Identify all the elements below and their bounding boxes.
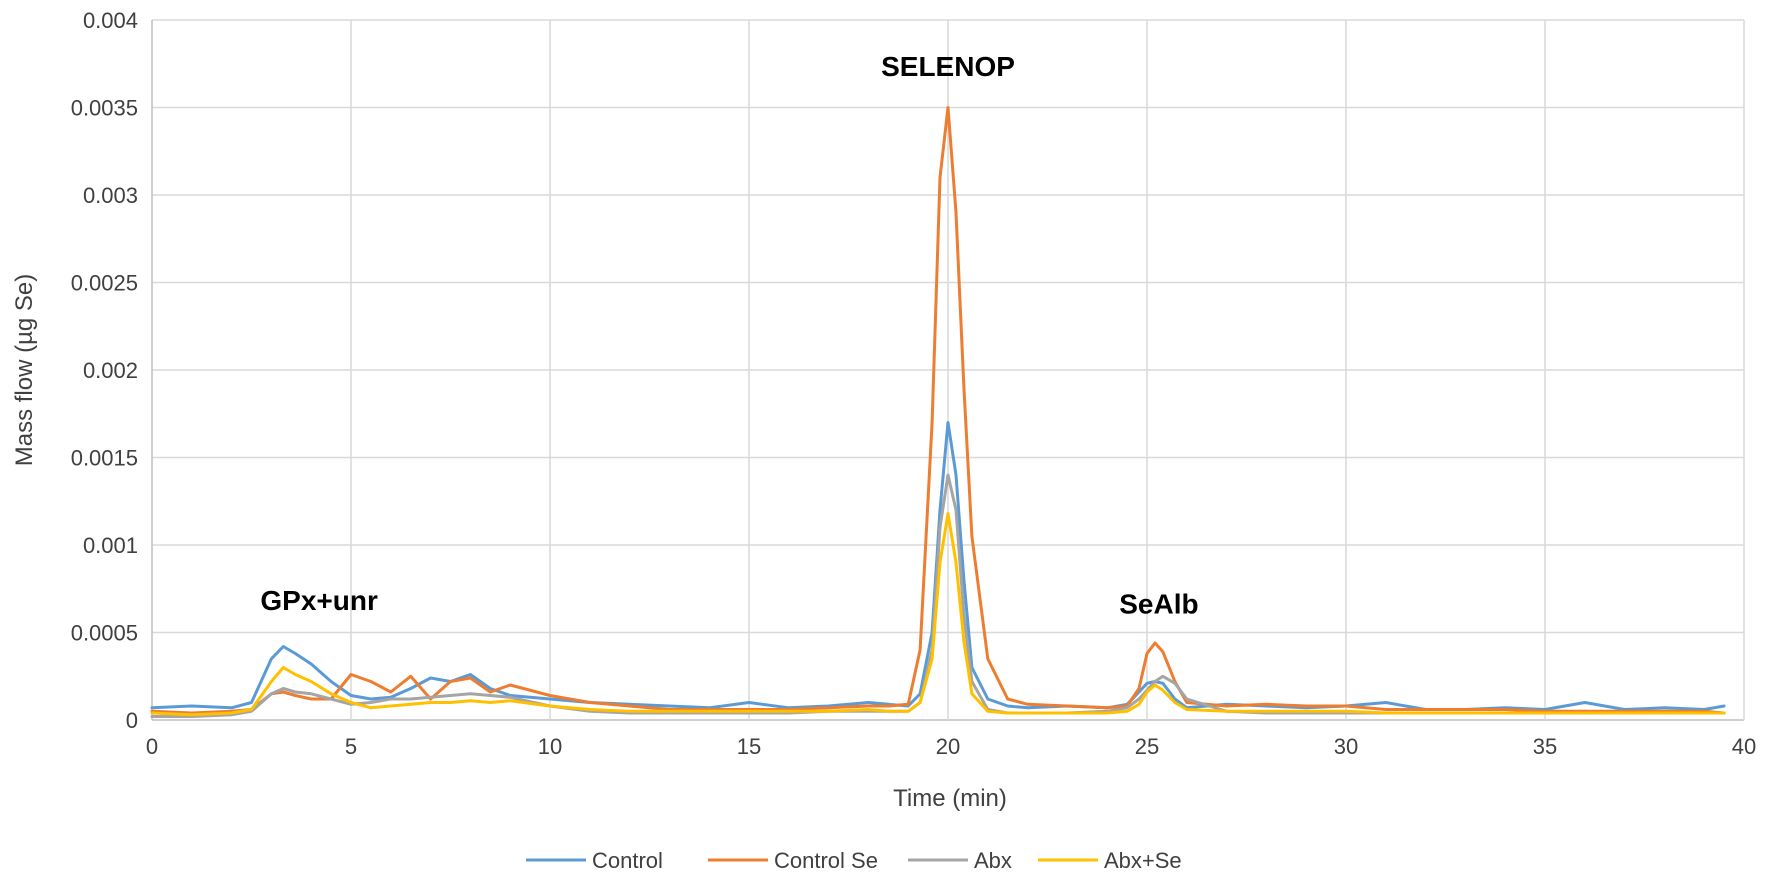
y-axis-title: Mass flow (µg Se) — [11, 274, 38, 467]
legend-label: Abx+Se — [1104, 848, 1182, 873]
peak-annotation: SELENOP — [881, 51, 1015, 82]
y-tick-label: 0 — [126, 708, 138, 733]
x-tick-label: 30 — [1334, 734, 1358, 759]
peak-annotation: SeAlb — [1119, 588, 1198, 619]
x-tick-label: 5 — [345, 734, 357, 759]
series-line-abx-se — [150, 512, 1726, 717]
y-tick-label: 0.0015 — [71, 446, 138, 471]
x-tick-label: 10 — [538, 734, 562, 759]
grid-layer — [151, 19, 1745, 721]
y-tick-label: 0.0035 — [71, 96, 138, 121]
x-tick-label: 20 — [936, 734, 960, 759]
x-tick-label: 25 — [1135, 734, 1159, 759]
legend-label: Abx — [974, 848, 1012, 873]
x-axis-title: Time (min) — [893, 785, 1007, 812]
y-tick-label: 0.0025 — [71, 271, 138, 296]
series-line-control-se — [150, 106, 1726, 715]
y-tick-label: 0.002 — [83, 358, 138, 383]
series-layer — [150, 106, 1726, 718]
y-tick-label: 0.004 — [83, 8, 138, 33]
x-tick-label: 35 — [1533, 734, 1557, 759]
y-tick-label: 0.003 — [83, 183, 138, 208]
y-tick-label: 0.0005 — [71, 621, 138, 646]
legend-label: Control — [592, 848, 663, 873]
x-tick-label: 40 — [1732, 734, 1756, 759]
legend: Control Control Se Abx Abx+Se — [526, 848, 1182, 873]
tick-labels: 0 0.0005 0.001 0.0015 0.002 0.0025 0.003 0.0035… — [71, 8, 1757, 759]
x-tick-label: 0 — [146, 734, 158, 759]
annotations: GPx+unr SELENOP SeAlb — [260, 51, 1198, 619]
series-line-abx — [150, 473, 1726, 718]
peak-annotation: GPx+unr — [260, 585, 378, 616]
y-tick-label: 0.001 — [83, 533, 138, 558]
legend-label: Control Se — [774, 848, 878, 873]
x-tick-label: 15 — [737, 734, 761, 759]
